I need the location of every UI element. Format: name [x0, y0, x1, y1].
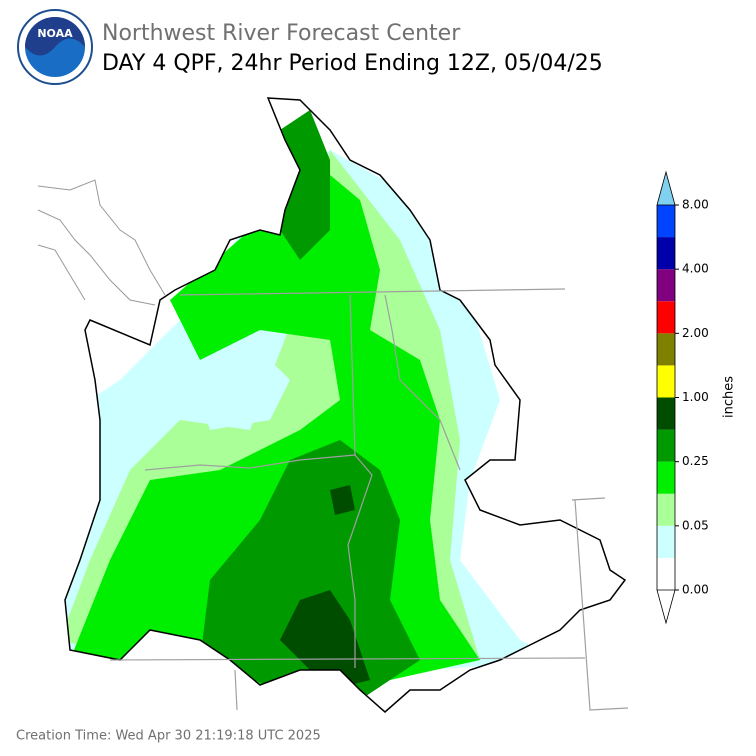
- colorbar-segment: [657, 365, 675, 398]
- colorbar-segment: [657, 397, 675, 430]
- title: DAY 4 QPF, 24hr Period Ending 12Z, 05/04…: [102, 51, 603, 76]
- colorbar-segment: [657, 269, 675, 302]
- coastline: [37, 179, 166, 306]
- colorbar-tick-label: 8.00: [682, 198, 709, 212]
- colorbar-segment: [657, 333, 675, 366]
- colorbar-tick-label: 0.05: [682, 518, 709, 532]
- colorbar-label: inches: [722, 376, 737, 418]
- colorbar-segment: [657, 205, 675, 238]
- colorbar-segment: [657, 525, 675, 558]
- colorbar-segment: [657, 461, 675, 494]
- colorbar-segment: [657, 493, 675, 526]
- creation-time: Creation Time: Wed Apr 30 21:19:18 UTC 2…: [16, 729, 321, 744]
- state-lines: [109, 288, 629, 711]
- logo-text: NOAA: [37, 27, 73, 40]
- precip-field: [65, 98, 625, 712]
- agency: Northwest River Forecast Center: [102, 21, 461, 46]
- colorbar-tick-label: 2.00: [682, 326, 709, 340]
- colorbar-tick-label: 4.00: [682, 262, 709, 276]
- noaa-logo: NOAA: [17, 9, 93, 85]
- colorbar-segment: [657, 237, 675, 270]
- colorbar-over: [656, 170, 676, 206]
- colorbar-tick-label: 0.00: [682, 583, 709, 597]
- colorbar-segment: [657, 301, 675, 334]
- colorbar-segment: [657, 429, 675, 462]
- colorbar: 0.00 0.05 0.25 1.00 2.00 4.00 8.00: [656, 170, 709, 625]
- colorbar-tick-label: 1.00: [682, 390, 709, 404]
- colorbar-segment: [657, 557, 675, 590]
- colorbar-under: [656, 589, 676, 625]
- colorbar-tick-label: 0.25: [682, 454, 709, 468]
